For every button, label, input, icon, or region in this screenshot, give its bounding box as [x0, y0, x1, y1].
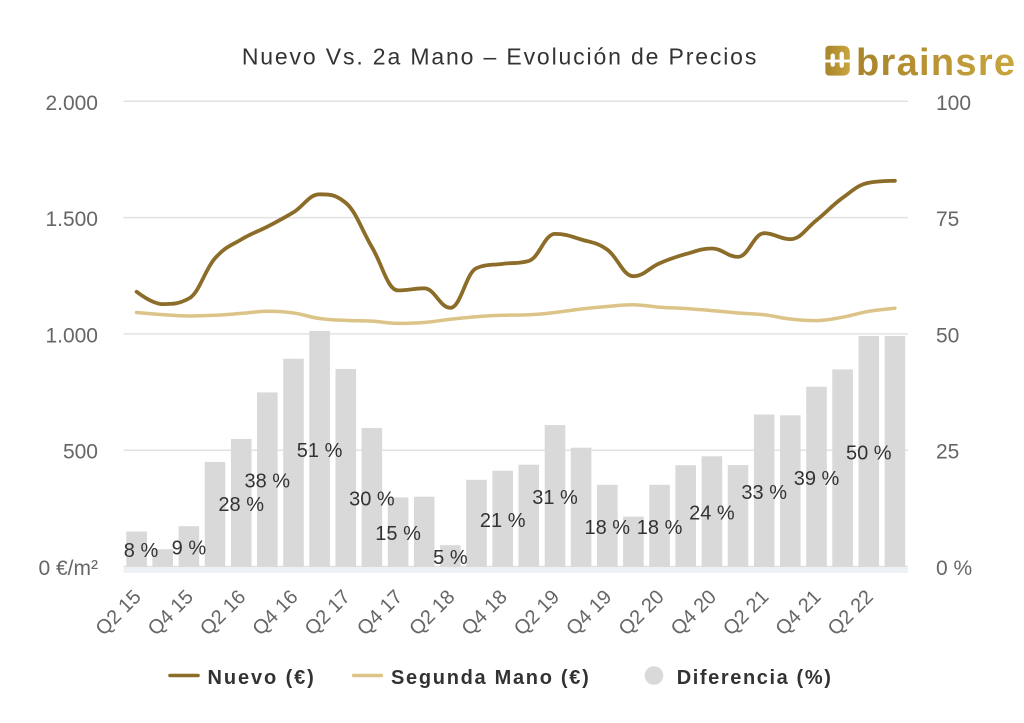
- svg-text:30 %: 30 %: [349, 488, 395, 510]
- svg-text:1.000: 1.000: [45, 324, 98, 347]
- svg-text:31 %: 31 %: [532, 487, 578, 509]
- svg-text:500: 500: [63, 441, 98, 464]
- svg-text:18 %: 18 %: [637, 517, 683, 539]
- svg-text:15 %: 15 %: [375, 523, 421, 545]
- svg-text:75: 75: [936, 208, 959, 231]
- svg-text:50 %: 50 %: [846, 442, 892, 464]
- svg-text:39 %: 39 %: [794, 468, 840, 490]
- svg-text:0 €/m²: 0 €/m²: [38, 557, 98, 580]
- svg-text:Segunda Mano (€): Segunda Mano (€): [391, 667, 590, 689]
- svg-text:Nuevo (€): Nuevo (€): [208, 667, 316, 689]
- svg-text:1.500: 1.500: [45, 208, 98, 231]
- svg-text:0 %: 0 %: [936, 557, 972, 580]
- svg-text:38 %: 38 %: [245, 471, 291, 493]
- svg-text:Diferencia (%): Diferencia (%): [677, 667, 833, 689]
- svg-text:100: 100: [936, 92, 971, 115]
- svg-text:50: 50: [936, 324, 959, 347]
- svg-text:Nuevo Vs. 2a Mano – Evolución: Nuevo Vs. 2a Mano – Evolución de Precios: [242, 44, 758, 70]
- svg-text:8 %: 8 %: [124, 540, 159, 562]
- svg-text:21 %: 21 %: [480, 510, 526, 532]
- svg-text:33 %: 33 %: [741, 482, 787, 504]
- svg-text:25: 25: [936, 441, 959, 464]
- svg-text:18 %: 18 %: [585, 517, 631, 539]
- svg-text:51 %: 51 %: [297, 440, 343, 462]
- svg-text:9 %: 9 %: [172, 538, 207, 560]
- svg-text:brainsre: brainsre: [856, 42, 1016, 84]
- svg-text:28 %: 28 %: [218, 494, 264, 516]
- svg-text:5 %: 5 %: [433, 547, 468, 569]
- svg-text:2.000: 2.000: [45, 92, 98, 115]
- svg-text:24 %: 24 %: [689, 503, 735, 525]
